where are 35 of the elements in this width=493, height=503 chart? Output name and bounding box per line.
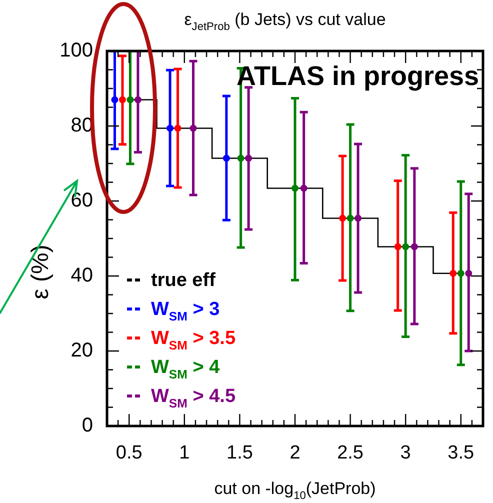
y-tick-label: 0 [82, 414, 93, 437]
point [354, 214, 362, 222]
point [134, 96, 142, 104]
point [410, 243, 418, 250]
point [166, 124, 174, 132]
point [465, 270, 472, 277]
x-tick-label: 0.5 [116, 442, 142, 464]
point [126, 96, 134, 104]
x-tick-label: 3.5 [448, 442, 474, 464]
y-tick-label: 20 [70, 340, 93, 362]
point [394, 243, 402, 250]
point [339, 214, 346, 222]
y-tick-label: 100 [60, 40, 93, 62]
point [457, 270, 464, 277]
legend-label: true eff [151, 270, 216, 291]
point [174, 124, 182, 132]
y-axis-title: ε (%) [27, 244, 54, 300]
point [402, 243, 410, 250]
point [450, 270, 457, 277]
point [300, 184, 308, 192]
point [118, 96, 126, 104]
x-tick-label: 2.5 [337, 442, 364, 464]
point [237, 154, 244, 162]
x-tick-label: 3 [400, 442, 411, 464]
point [292, 184, 298, 192]
point [346, 214, 354, 222]
x-tick-label: 1.5 [226, 442, 253, 464]
point [222, 154, 230, 162]
point [245, 154, 252, 162]
point [111, 96, 118, 104]
point [190, 124, 197, 132]
y-tick-label: 40 [70, 264, 93, 287]
x-tick-label: 2 [290, 442, 300, 464]
y-tick-label: 60 [70, 190, 93, 212]
x-tick-label: 1 [179, 442, 190, 464]
